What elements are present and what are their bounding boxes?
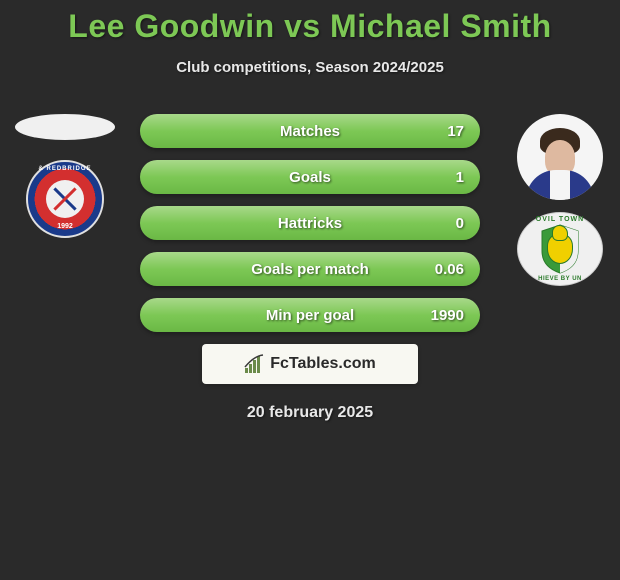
club-cross-icon <box>50 184 80 214</box>
stat-bar-hattricks: Hattricks 0 <box>140 206 480 240</box>
stat-bar-goals-per-match: Goals per match 0.06 <box>140 252 480 286</box>
club-arc-top: OVIL TOWN <box>518 216 602 223</box>
club-year: 1992 <box>28 223 102 230</box>
branding-text: FcTables.com <box>270 355 376 373</box>
stat-value-right: 17 <box>447 123 464 140</box>
stat-label: Min per goal <box>266 307 354 324</box>
stat-label: Goals per match <box>251 261 369 278</box>
stat-label: Matches <box>280 123 340 140</box>
club-shield-icon <box>538 223 582 275</box>
player-left-column: & REDBRIDGE 1992 <box>10 114 120 238</box>
stat-bar-min-per-goal: Min per goal 1990 <box>140 298 480 332</box>
comparison-content: & REDBRIDGE 1992 Matches 17 Goals 1 Hatt… <box>0 114 620 324</box>
club-bird-icon <box>547 234 573 264</box>
club-badge-dagenham-redbridge: & REDBRIDGE 1992 <box>26 160 104 238</box>
stat-value-right: 1 <box>456 169 464 186</box>
stat-value-right: 0.06 <box>435 261 464 278</box>
club-arc-bottom: HIEVE BY UN <box>518 276 602 282</box>
stat-bar-goals: Goals 1 <box>140 160 480 194</box>
stat-value-right: 0 <box>456 215 464 232</box>
stats-column: Matches 17 Goals 1 Hattricks 0 Goals per… <box>140 114 480 332</box>
player-right-avatar <box>517 114 603 200</box>
stat-label: Hattricks <box>278 215 342 232</box>
fctables-logo-icon <box>244 354 266 374</box>
stat-label: Goals <box>289 169 331 186</box>
stat-value-right: 1990 <box>431 307 464 324</box>
player-right-column: OVIL TOWN HIEVE BY UN <box>510 114 610 286</box>
season-subtitle: Club competitions, Season 2024/2025 <box>0 59 620 76</box>
branding-box[interactable]: FcTables.com <box>202 344 418 384</box>
player-left-avatar-placeholder <box>15 114 115 140</box>
page-title: Lee Goodwin vs Michael Smith <box>0 0 620 45</box>
stat-bar-matches: Matches 17 <box>140 114 480 148</box>
club-badge-yeovil-town: OVIL TOWN HIEVE BY UN <box>517 212 603 286</box>
club-ring-text: & REDBRIDGE <box>28 166 102 172</box>
comparison-date: 20 february 2025 <box>0 404 620 422</box>
